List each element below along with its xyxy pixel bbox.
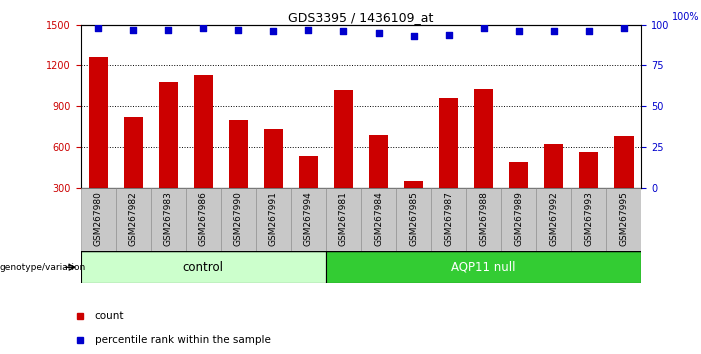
Text: GSM267984: GSM267984 xyxy=(374,191,383,246)
Bar xyxy=(509,162,529,188)
Bar xyxy=(396,188,431,251)
Text: 100%: 100% xyxy=(672,12,700,22)
Bar xyxy=(334,90,353,188)
Text: GSM267987: GSM267987 xyxy=(444,191,453,246)
Text: GSM267990: GSM267990 xyxy=(234,191,243,246)
Point xyxy=(233,27,244,33)
Bar xyxy=(326,188,361,251)
Text: GSM267991: GSM267991 xyxy=(269,191,278,246)
Bar xyxy=(579,152,599,188)
Bar xyxy=(571,188,606,251)
Bar xyxy=(186,188,221,251)
Text: GSM267981: GSM267981 xyxy=(339,191,348,246)
Text: GSM267992: GSM267992 xyxy=(550,191,558,246)
Point xyxy=(513,28,524,34)
Bar xyxy=(431,188,466,251)
Text: GSM267986: GSM267986 xyxy=(199,191,207,246)
Text: GSM267989: GSM267989 xyxy=(515,191,523,246)
Text: GSM267980: GSM267980 xyxy=(94,191,102,246)
Bar xyxy=(474,88,494,188)
Point xyxy=(93,25,104,31)
Bar xyxy=(606,188,641,251)
Point xyxy=(408,33,419,39)
Point xyxy=(443,32,454,38)
Point xyxy=(163,27,174,33)
Bar xyxy=(404,181,423,188)
Bar xyxy=(116,188,151,251)
Bar xyxy=(229,120,248,188)
Point xyxy=(198,25,209,31)
Text: GSM267995: GSM267995 xyxy=(620,191,628,246)
Bar xyxy=(256,188,291,251)
Bar xyxy=(466,188,501,251)
Bar xyxy=(536,188,571,251)
Point xyxy=(583,28,594,34)
Bar xyxy=(81,251,326,283)
Text: AQP11 null: AQP11 null xyxy=(451,261,516,274)
Bar xyxy=(369,135,388,188)
Point xyxy=(338,28,349,34)
Bar xyxy=(123,117,143,188)
Text: GSM267993: GSM267993 xyxy=(585,191,593,246)
Text: GSM267985: GSM267985 xyxy=(409,191,418,246)
Point xyxy=(548,28,559,34)
Point xyxy=(373,30,384,36)
Bar xyxy=(544,144,564,188)
Bar xyxy=(81,188,116,251)
Text: GSM267983: GSM267983 xyxy=(164,191,172,246)
Bar xyxy=(326,251,641,283)
Bar xyxy=(264,129,283,188)
Bar xyxy=(158,82,178,188)
Point xyxy=(303,27,314,33)
Text: GSM267988: GSM267988 xyxy=(479,191,488,246)
Text: genotype/variation: genotype/variation xyxy=(0,263,86,272)
Bar xyxy=(221,188,256,251)
Bar xyxy=(361,188,396,251)
Point xyxy=(268,28,279,34)
Title: GDS3395 / 1436109_at: GDS3395 / 1436109_at xyxy=(288,11,434,24)
Text: GSM267982: GSM267982 xyxy=(129,191,137,246)
Bar xyxy=(88,57,108,188)
Bar xyxy=(614,136,634,188)
Point xyxy=(478,25,489,31)
Bar xyxy=(501,188,536,251)
Point xyxy=(128,27,139,33)
Bar xyxy=(291,188,326,251)
Text: percentile rank within the sample: percentile rank within the sample xyxy=(95,335,271,345)
Bar xyxy=(299,156,318,188)
Bar xyxy=(151,188,186,251)
Text: control: control xyxy=(183,261,224,274)
Bar xyxy=(439,98,458,188)
Point xyxy=(618,25,629,31)
Text: count: count xyxy=(95,311,124,321)
Text: GSM267994: GSM267994 xyxy=(304,191,313,246)
Bar xyxy=(193,75,213,188)
